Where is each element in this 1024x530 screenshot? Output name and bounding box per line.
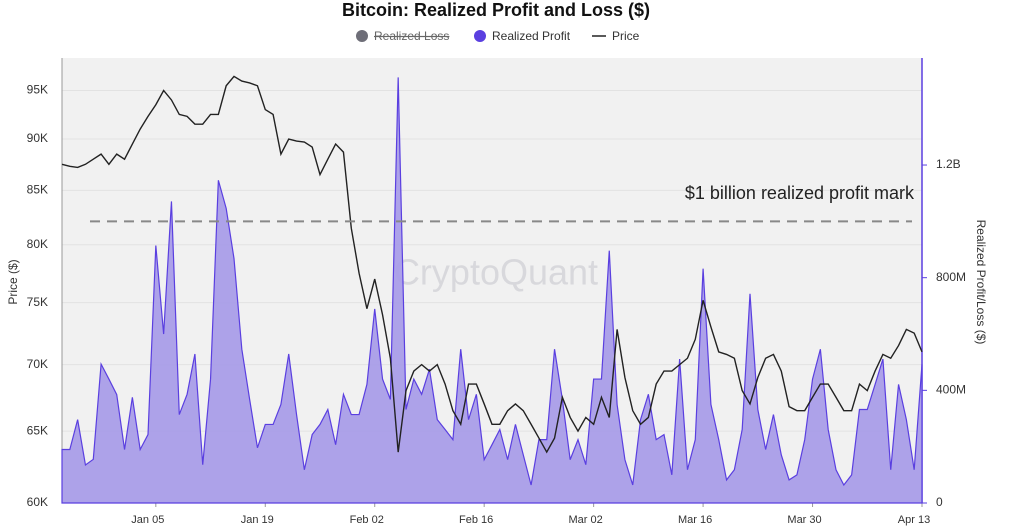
- y-tick-label: 95K: [27, 83, 48, 97]
- x-tick-label: Feb 16: [459, 514, 493, 526]
- x-tick-label: Jan 05: [131, 514, 164, 526]
- y-tick-label: 65K: [27, 423, 48, 437]
- x-tick-label: Mar 30: [787, 514, 821, 526]
- y-tick-label: 90K: [27, 131, 48, 145]
- legend: Realized Loss Realized Profit Price: [356, 29, 640, 43]
- y2-tick-label: 0: [936, 495, 943, 509]
- y-tick-label: 80K: [27, 237, 48, 251]
- y-tick-label: 85K: [27, 182, 48, 196]
- y2-tick-label: 1.2B: [936, 157, 961, 171]
- y-tick-label: 70K: [27, 357, 48, 371]
- watermark: CryptoQuant: [394, 252, 598, 293]
- x-tick-label: Feb 02: [350, 514, 384, 526]
- legend-label: Price: [612, 29, 640, 43]
- annotation: $1 billion realized profit mark: [685, 183, 915, 203]
- chart-title: Bitcoin: Realized Profit and Loss ($): [342, 0, 650, 20]
- area: [61, 77, 923, 504]
- legend-marker: [474, 30, 486, 42]
- legend-marker: [356, 30, 368, 42]
- x-tick-label: Apr 13: [898, 514, 930, 526]
- legend-label: Realized Loss: [374, 29, 449, 43]
- y2-tick-label: 400M: [936, 383, 966, 397]
- x-tick-label: Mar 02: [569, 514, 603, 526]
- x-tick-label: Mar 16: [678, 514, 712, 526]
- y2-axis-title: Realized Profit/Loss ($): [974, 220, 988, 345]
- plot-background: [62, 58, 922, 503]
- y-tick-label: 75K: [27, 295, 48, 309]
- x-tick-label: Jan 19: [241, 514, 274, 526]
- legend-label: Realized Profit: [492, 29, 571, 43]
- price-line: [61, 75, 923, 454]
- y2-tick-label: 800M: [936, 270, 966, 284]
- y-tick-label: 60K: [27, 495, 48, 509]
- y-axis-title: Price ($): [6, 259, 20, 304]
